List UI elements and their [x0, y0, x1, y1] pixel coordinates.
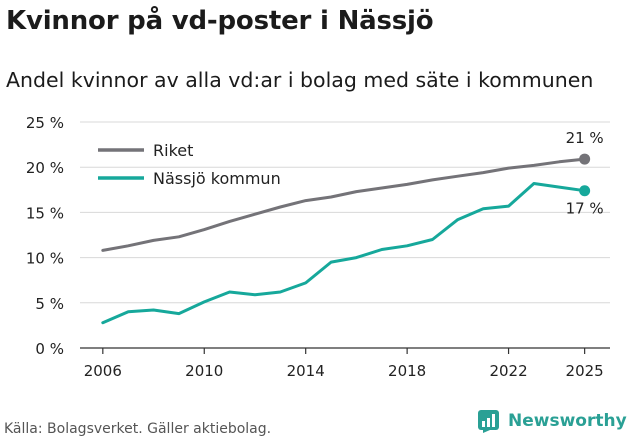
x-tick-label: 2010: [185, 362, 223, 380]
legend-label-riket: Riket: [153, 141, 193, 160]
y-tick-label: 20 %: [26, 159, 64, 177]
newsworthy-icon: [478, 410, 499, 433]
chart-title: Kvinnor på vd-poster i Nässjö: [6, 6, 434, 36]
end-label-nassjo: 17 %: [566, 200, 604, 218]
series-line-riket: [101, 157, 587, 252]
chart-subtitle: Andel kvinnor av alla vd:ar i bolag med …: [6, 68, 594, 92]
newsworthy-logo: Newsworthy: [477, 409, 627, 433]
legend-label-nassjo: Nässjö kommun: [153, 169, 281, 188]
x-tick-label: 2025: [566, 362, 604, 380]
series-line-nassjo: [101, 182, 587, 325]
x-tick-label: 2014: [287, 362, 325, 380]
brand-name: Newsworthy: [508, 411, 627, 431]
end-label-riket: 21 %: [566, 129, 604, 147]
series-endpoint-riket: [579, 153, 591, 165]
x-tick-label: 2006: [84, 362, 122, 380]
series-endpoint-nassjo: [579, 185, 591, 197]
x-tick-label: 2018: [388, 362, 426, 380]
x-tick-label: 2022: [489, 362, 527, 380]
y-tick-label: 25 %: [26, 114, 64, 132]
y-tick-label: 15 %: [26, 204, 64, 222]
y-tick-label: 10 %: [26, 250, 64, 268]
y-tick-label: 5 %: [35, 295, 64, 313]
source-note: Källa: Bolagsverket. Gäller aktiebolag.: [4, 421, 272, 437]
y-tick-label: 0 %: [35, 340, 64, 358]
